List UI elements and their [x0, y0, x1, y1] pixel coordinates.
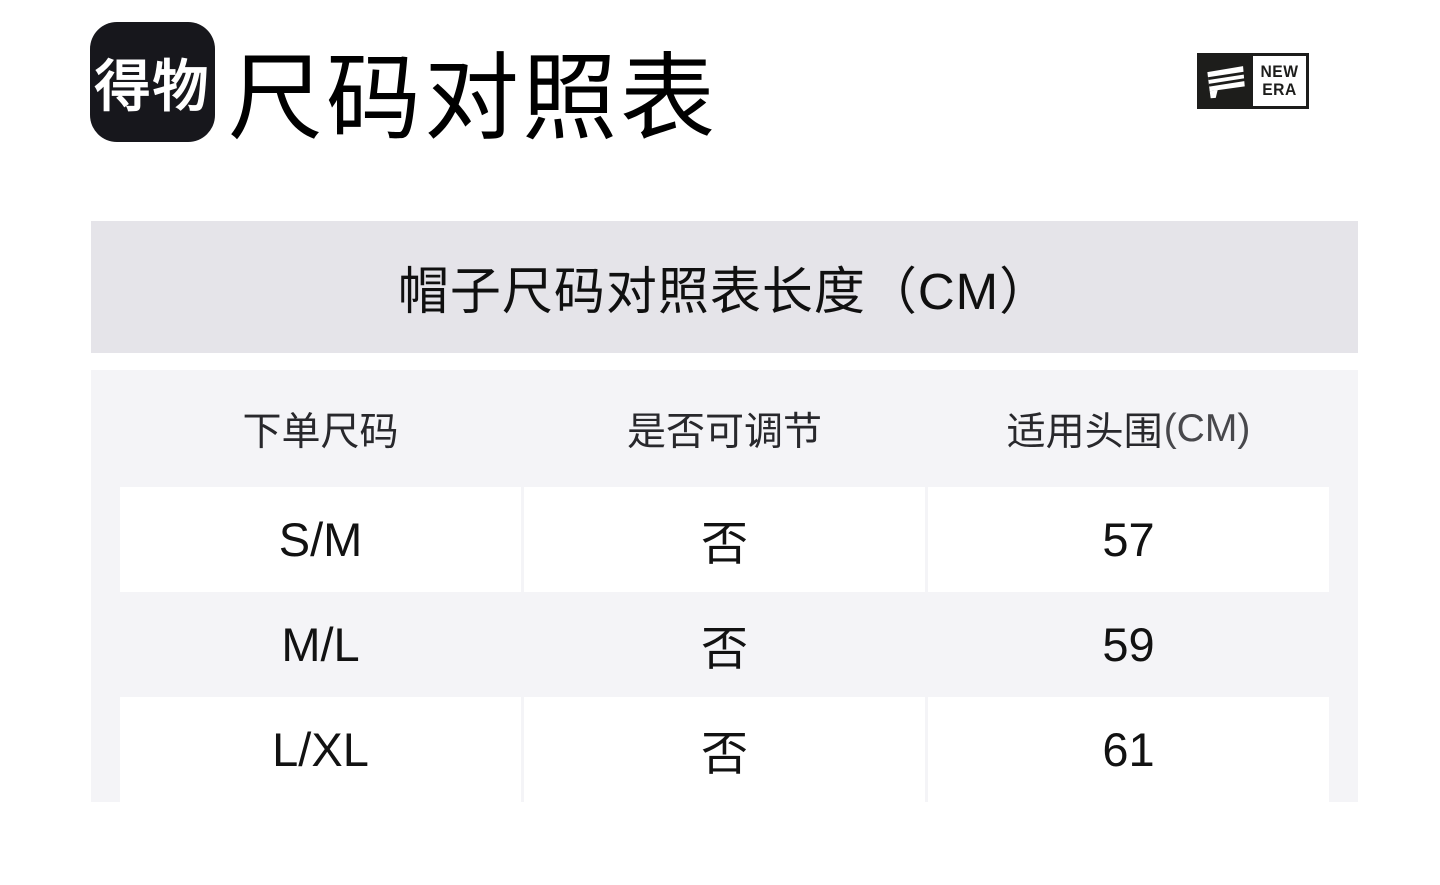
table-title-text: 帽子尺码对照表长度（CM） [397, 263, 1052, 320]
dewu-logo-text: 得物 [94, 54, 211, 118]
cell-head-circumference: 57 [928, 487, 1329, 592]
new-era-logo-flag-panel [1200, 56, 1253, 106]
column-header-adjustable: 是否可调节 [524, 370, 925, 487]
table-row: L/XL 否 61 [120, 697, 1329, 802]
column-header-head-circumference: 适用头围 (CM) [928, 370, 1329, 487]
new-era-wordmark-line2: ERA [1262, 80, 1297, 99]
page-title: 尺码对照表 [228, 46, 719, 152]
new-era-logo: NEW ERA [1197, 53, 1309, 109]
cell-head-circumference: 61 [928, 697, 1329, 802]
cell-size: M/L [281, 618, 360, 671]
table-row: S/M 否 57 [120, 487, 1329, 592]
dewu-logo: 得物 [90, 22, 215, 142]
cell-size: L/XL [120, 697, 521, 802]
cell-adjustable: 否 [701, 622, 748, 675]
column-header-order-size-label: 下单尺码 [242, 410, 399, 454]
new-era-wordmark-line1: NEW [1260, 61, 1299, 81]
size-table: 下单尺码 是否可调节 适用头围 (CM) S/M 否 57 M/L 否 59 L/… [91, 370, 1358, 802]
new-era-wordmark: NEW ERA [1255, 56, 1304, 106]
column-header-order-size: 下单尺码 [120, 370, 521, 487]
cell-adjustable: 否 [524, 487, 925, 592]
column-header-head-circumference-unit: (CM) [1163, 406, 1251, 450]
cell-size: S/M [120, 487, 521, 592]
cell-adjustable: 否 [524, 697, 925, 802]
table-title-banner: 帽子尺码对照表长度（CM） [91, 221, 1358, 353]
cell-head-circumference: 59 [1102, 618, 1155, 671]
new-era-flag-icon [1205, 58, 1249, 105]
column-header-head-circumference-label: 适用头围 [1006, 410, 1163, 454]
column-header-adjustable-label: 是否可调节 [626, 410, 822, 454]
table-row: M/L 否 59 [120, 592, 1329, 697]
size-table-header-row: 下单尺码 是否可调节 适用头围 (CM) [120, 370, 1329, 487]
